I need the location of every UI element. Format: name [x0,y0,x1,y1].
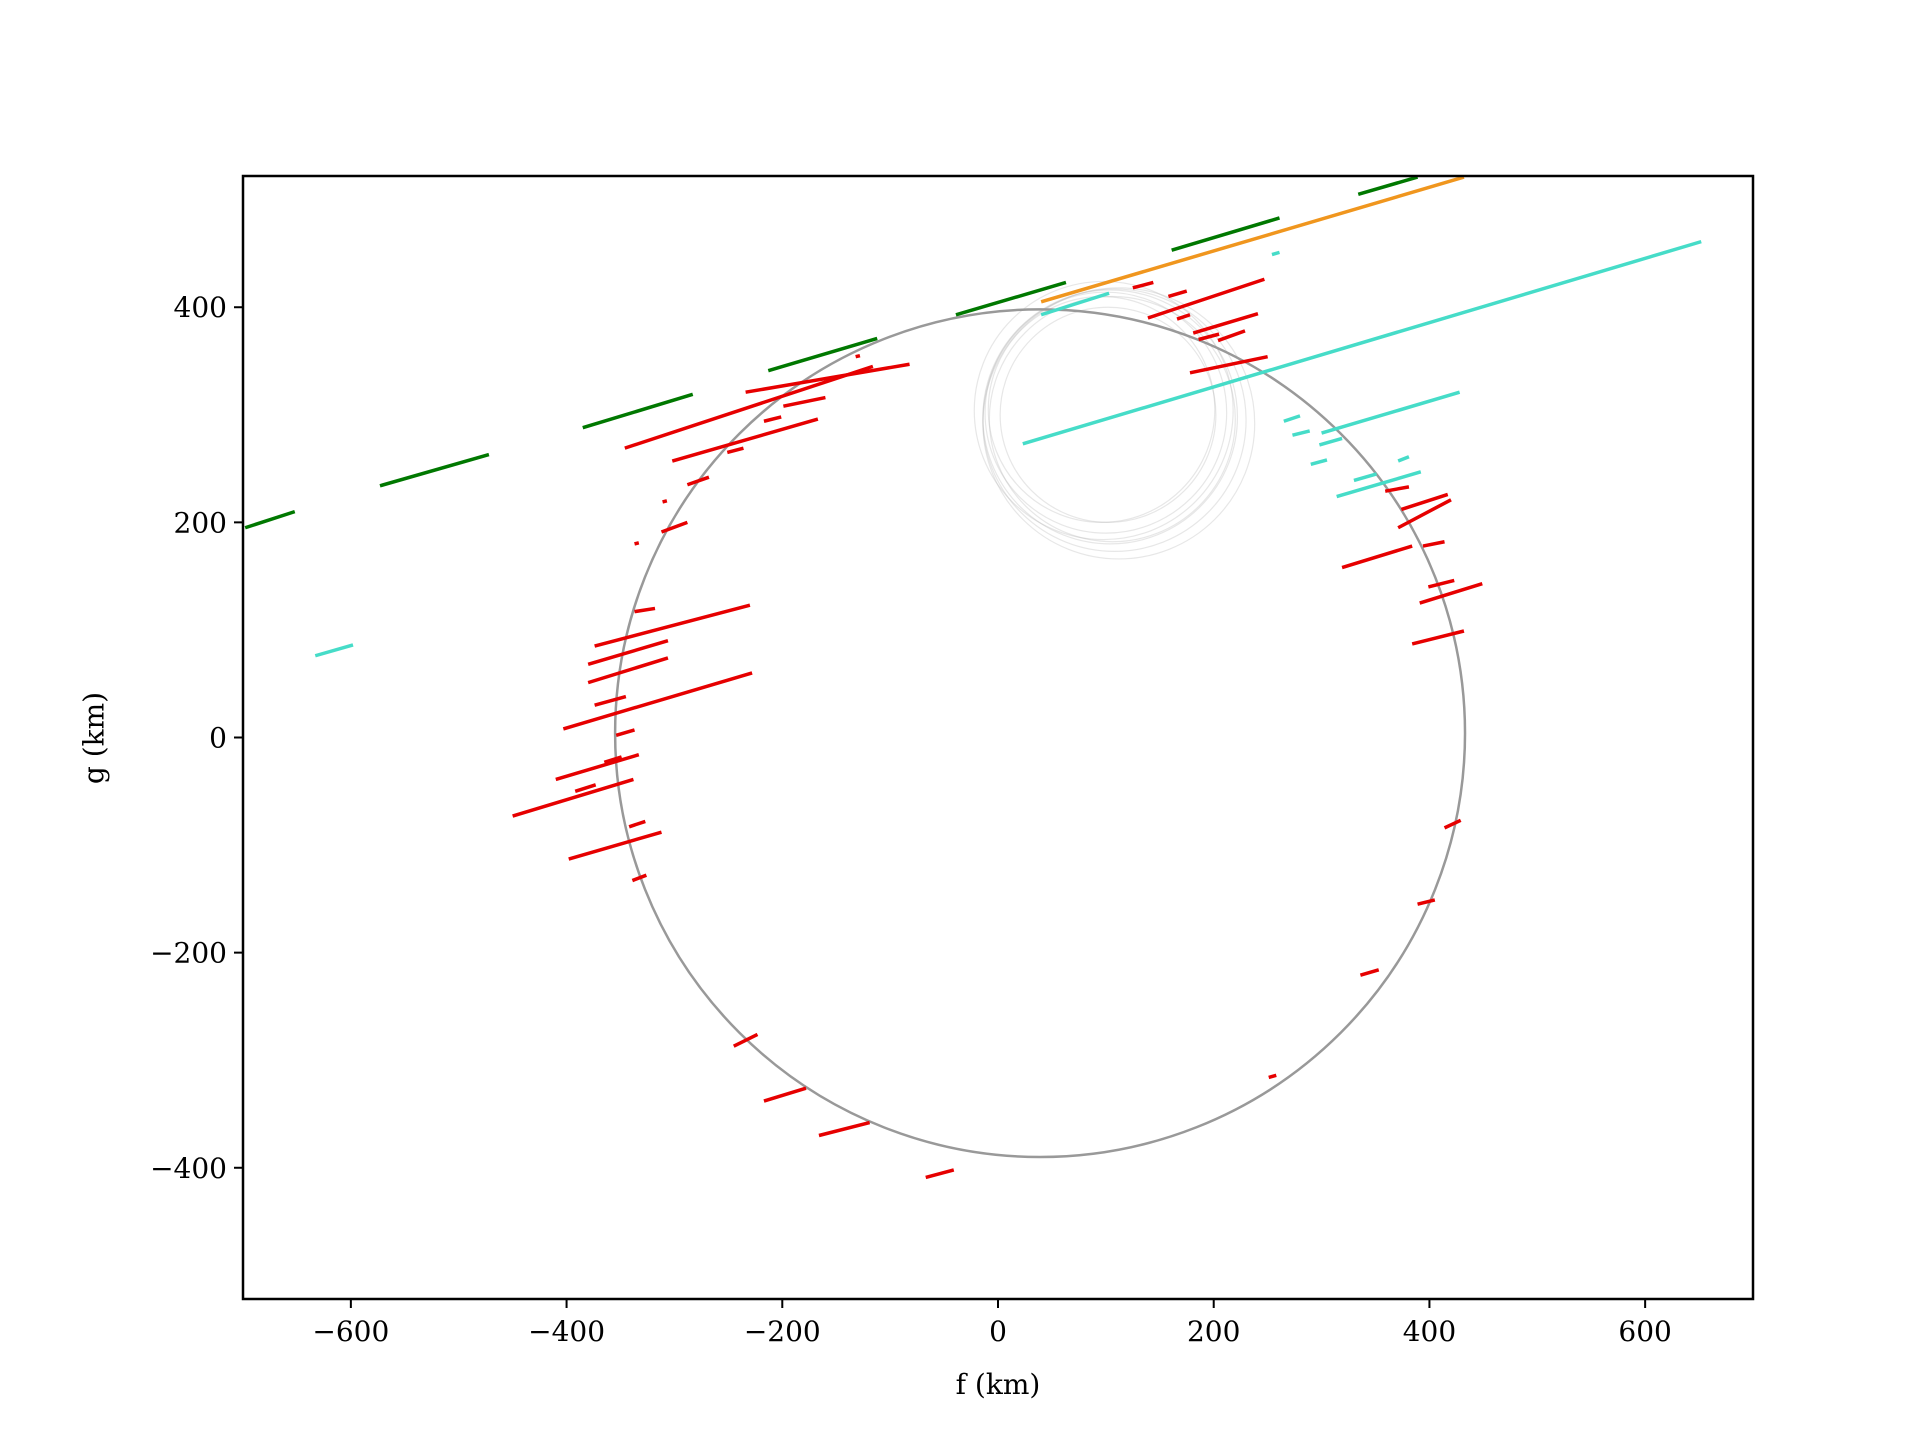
chord [1271,250,1280,257]
chord [1353,472,1378,483]
chord [1336,470,1422,499]
chord [1397,498,1452,530]
chord [745,362,910,394]
chord [555,753,640,782]
fit-circle-faint [982,288,1247,553]
chord [1397,455,1410,463]
chord [574,783,597,793]
x-tick-label: −400 [528,1315,605,1348]
chord [1341,544,1413,570]
chord [1171,216,1281,252]
chord [244,509,296,530]
chord [726,446,744,455]
fit-circle-faint [982,287,1256,560]
chord [631,873,648,883]
chord [1176,313,1191,321]
chord [1283,414,1301,423]
chord [1411,629,1465,646]
chord [818,1120,871,1138]
chord [1217,329,1246,343]
chord [587,656,669,685]
chord [568,830,662,861]
y-axis-label: g (km) [78,692,111,784]
chord [686,475,710,487]
chord [1310,458,1328,466]
chord [562,671,753,731]
chord [925,1168,955,1180]
chord [763,1086,807,1103]
fit-circle-faint [973,280,1234,541]
chord [1040,291,1110,317]
fit-circle-faint [988,295,1236,543]
x-tick-label: 400 [1403,1315,1456,1348]
chord [1318,436,1343,447]
chord [624,364,874,450]
chord [855,353,861,359]
chord [314,643,354,658]
chord [1192,312,1259,335]
chord [767,336,878,373]
y-tick-label: −400 [150,1152,227,1185]
chord [1417,898,1436,906]
chord [1268,1073,1277,1080]
x-axis-label: f (km) [956,1368,1041,1401]
chord [512,777,634,818]
chord [671,417,819,463]
chord [1384,485,1410,493]
chord [603,755,623,764]
chord [634,606,656,614]
chord [1022,239,1702,446]
x-tick-label: −600 [312,1315,389,1348]
chord [1147,277,1265,320]
chord [582,392,694,430]
y-tick-label: −200 [150,937,227,970]
x-tick-label: 200 [1187,1315,1240,1348]
fit-circle-faint [982,289,1239,545]
chord [732,1032,759,1048]
fit-circle-faint [999,306,1217,523]
chord [615,728,636,738]
y-tick-label: 400 [174,291,227,324]
plot-area [244,176,1702,1180]
chord [628,819,646,829]
chord [1167,289,1188,299]
x-tick-label: 0 [989,1315,1007,1348]
chord [662,499,668,504]
x-tick-label: −200 [744,1315,821,1348]
chord [1422,540,1445,548]
chord [594,603,751,648]
chord [1132,280,1154,290]
chord [1419,582,1483,605]
x-tick-label: 600 [1618,1315,1671,1348]
chord [1189,354,1268,375]
chord [634,541,640,546]
fit-circle [613,308,1467,1159]
chord [955,280,1067,317]
chord [587,639,669,667]
fit-circle-faint [984,291,1228,534]
chord [1292,429,1311,437]
chord [783,395,826,408]
chord [1427,578,1455,589]
chord [1321,390,1461,435]
chord [763,415,782,423]
chord [1359,968,1380,977]
chord [1400,492,1449,512]
chord [1040,176,1465,304]
chord [1357,176,1419,196]
chord [594,694,627,707]
chord [379,452,490,488]
chord [1443,818,1462,830]
y-tick-label: 200 [174,506,227,539]
chord [1198,332,1220,342]
y-tick-label: 0 [209,722,227,755]
chord [660,520,688,534]
